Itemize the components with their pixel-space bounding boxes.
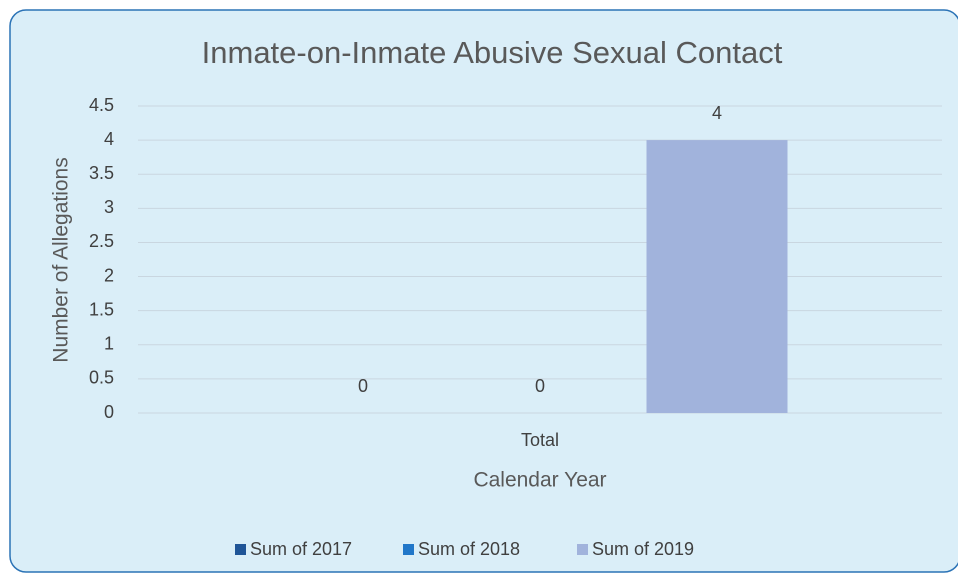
y-tick-label: 4 xyxy=(104,129,114,149)
y-tick-label: 3 xyxy=(104,197,114,217)
y-tick-label: 1.5 xyxy=(89,299,114,319)
y-tick-label: 0 xyxy=(104,402,114,422)
legend-label: Sum of 2017 xyxy=(250,539,352,559)
y-tick-label: 0.5 xyxy=(89,368,114,388)
y-tick-label: 3.5 xyxy=(89,163,114,183)
data-label: 0 xyxy=(358,376,368,396)
y-tick-label: 2 xyxy=(104,265,114,285)
y-axis-title: Number of Allegations xyxy=(50,157,73,362)
y-tick-label: 4.5 xyxy=(89,95,114,115)
data-label: 4 xyxy=(712,103,722,123)
legend-label: Sum of 2018 xyxy=(418,539,520,559)
legend-label: Sum of 2019 xyxy=(592,539,694,559)
y-tick-label: 2.5 xyxy=(89,231,114,251)
x-axis-title: Calendar Year xyxy=(473,469,606,492)
legend-swatch xyxy=(403,544,414,555)
legend-swatch xyxy=(235,544,246,555)
data-label: 0 xyxy=(535,376,545,396)
x-tick-label: Total xyxy=(521,430,559,450)
chart-title: Inmate-on-Inmate Abusive Sexual Contact xyxy=(202,35,783,70)
legend-swatch xyxy=(577,544,588,555)
bar xyxy=(646,140,788,413)
y-tick-label: 1 xyxy=(104,334,114,354)
